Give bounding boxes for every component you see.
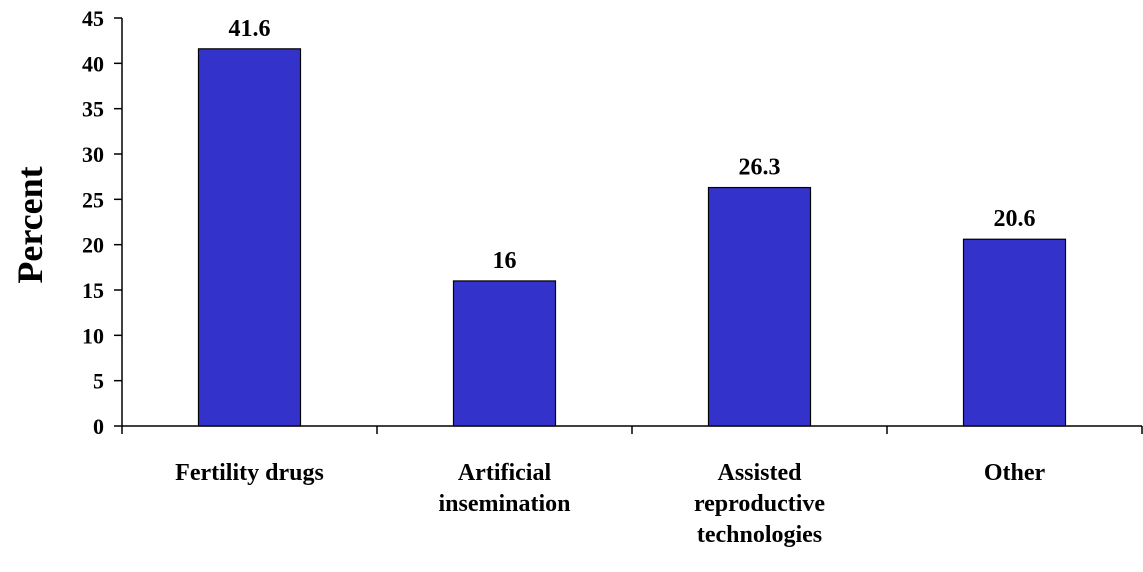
category-label-line: Other (984, 460, 1046, 486)
y-tick-label: 40 (82, 51, 104, 76)
y-tick-label: 0 (93, 414, 104, 439)
category-labels: Fertility drugs Artificial insemination Ass… (175, 460, 1045, 548)
data-label: 41.6 (229, 16, 271, 42)
y-axis: 0 5 10 15 20 25 30 35 40 45 (82, 6, 123, 439)
category-label-line: Fertility drugs (175, 460, 324, 486)
category-label-line: insemination (438, 491, 570, 517)
data-label: 26.3 (739, 155, 781, 181)
category-label: Artificial insemination (438, 460, 570, 517)
y-axis-title: Percent (10, 166, 50, 283)
y-tick-label: 20 (82, 233, 104, 258)
y-tick-label: 30 (82, 142, 104, 167)
category-label-line: reproductive (694, 491, 825, 517)
category-label-line: Artificial (458, 460, 552, 486)
data-label: 20.6 (994, 206, 1036, 232)
category-label: Fertility drugs (175, 460, 324, 486)
bar (197, 48, 302, 427)
y-tick-label: 10 (82, 323, 104, 348)
bar (962, 238, 1067, 427)
bar (707, 186, 812, 427)
category-label-line: Assisted (717, 460, 802, 486)
bars (197, 48, 1067, 427)
y-tick-label: 25 (82, 187, 104, 212)
category-label-line: technologies (697, 522, 822, 548)
y-tick-label: 15 (82, 278, 104, 303)
y-tick-label: 5 (93, 369, 104, 394)
bar (452, 280, 557, 427)
data-labels: 41.6 16 26.3 20.6 (229, 16, 1036, 274)
x-axis (121, 425, 1143, 434)
category-label: Assisted reproductive technologies (694, 460, 825, 548)
data-label: 16 (493, 248, 517, 274)
y-tick-label: 35 (82, 97, 104, 122)
category-label: Other (984, 460, 1046, 486)
y-tick-label: 45 (82, 6, 104, 31)
